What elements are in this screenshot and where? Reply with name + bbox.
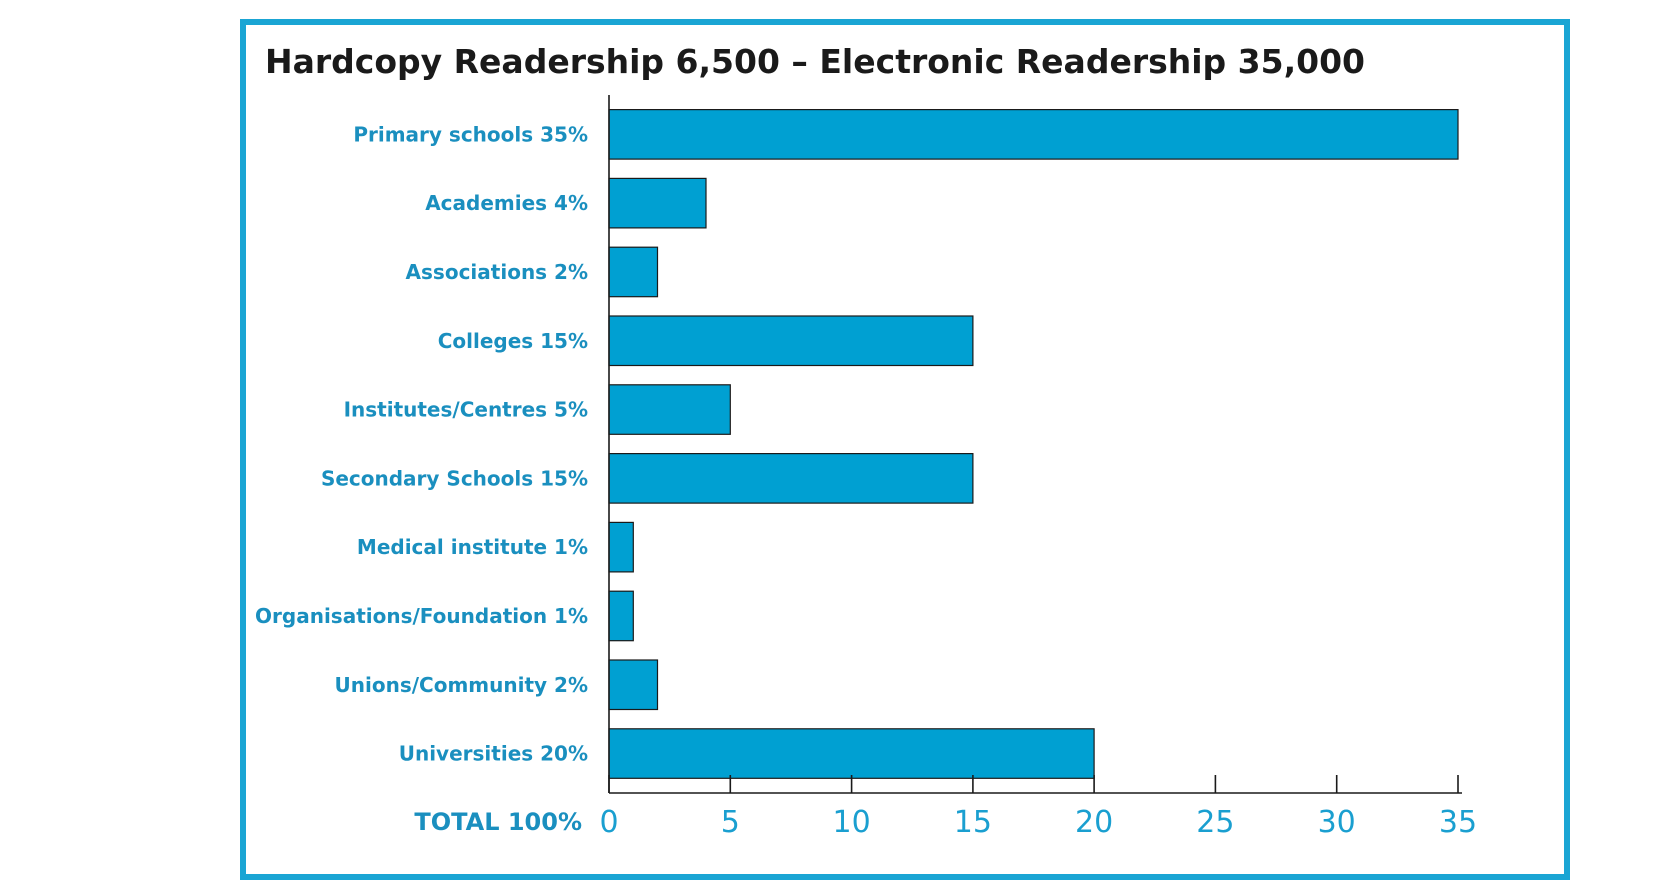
x-axis-ticks: 0 5 10 15 20 25 30 35: [599, 775, 1477, 840]
x-tick-label: 5: [721, 805, 740, 840]
category-label: Institutes/Centres 5%: [344, 398, 588, 422]
bar: [608, 246, 659, 298]
category-label: Secondary Schools 15%: [321, 466, 588, 490]
x-tick-label: 30: [1318, 805, 1356, 840]
bar: [608, 728, 1095, 779]
category-label: Colleges 15%: [438, 329, 588, 353]
category-label: Organisations/Foundation 1%: [255, 604, 588, 628]
bar: [608, 315, 974, 367]
x-tick-label: 20: [1075, 805, 1113, 840]
x-tick-label: 25: [1196, 805, 1234, 840]
bar: [608, 659, 659, 711]
bar: [608, 590, 634, 642]
total-label: TOTAL 100%: [414, 808, 582, 836]
category-label: Universities 20%: [399, 742, 588, 766]
category-label: Academies 4%: [425, 191, 588, 215]
category-label: Primary schools 35%: [353, 122, 588, 146]
category-label: Unions/Community 2%: [335, 673, 588, 697]
x-tick-label: 0: [599, 805, 618, 840]
x-tick-label: 15: [954, 805, 992, 840]
bar: [608, 453, 974, 504]
chart-title: Hardcopy Readership 6,500 – Electronic R…: [265, 42, 1365, 81]
x-tick-label: 35: [1439, 805, 1477, 840]
bar: [608, 108, 1459, 160]
chart-frame: [240, 19, 1570, 880]
bar: [608, 177, 707, 229]
bar: [608, 521, 634, 573]
category-label: Associations 2%: [406, 260, 588, 284]
category-label: Medical institute 1%: [357, 535, 588, 559]
category-labels: Primary schools 35% Academies 4% Associati…: [255, 122, 588, 765]
x-tick-label: 10: [833, 805, 871, 840]
bar-group: [608, 108, 1459, 779]
bar: [608, 384, 731, 435]
